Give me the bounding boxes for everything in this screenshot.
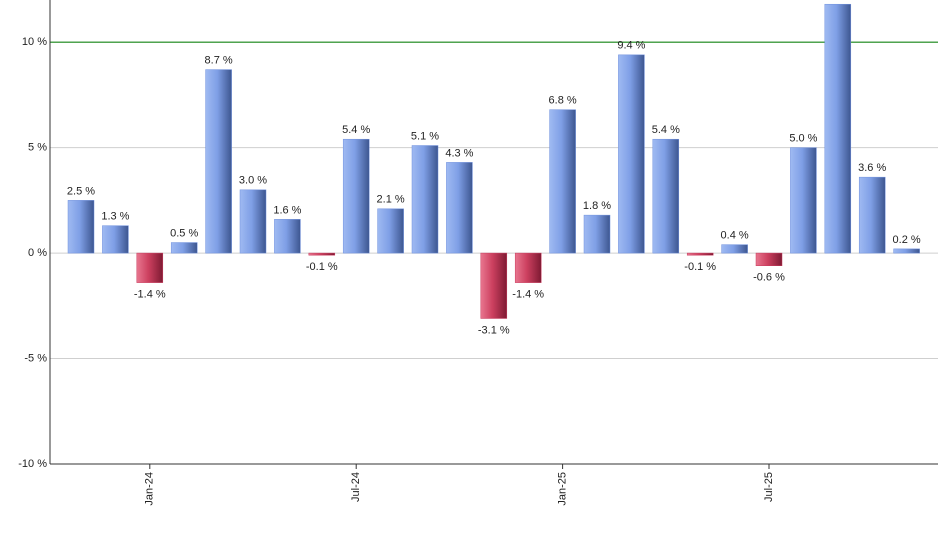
- value-label: 2.1 %: [377, 194, 405, 206]
- y-tick-label: -5 %: [24, 352, 47, 364]
- value-label: 11.8 %: [821, 0, 855, 1]
- value-label: 1.8 %: [583, 200, 611, 212]
- value-label: 8.7 %: [205, 55, 233, 67]
- value-label: -0.1 %: [306, 261, 338, 273]
- value-label: 0.4 %: [721, 230, 749, 242]
- bar: [102, 225, 129, 254]
- bar: [411, 145, 439, 254]
- bar: [893, 248, 920, 254]
- value-label: 3.0 %: [239, 175, 267, 187]
- value-label: 4.3 %: [445, 147, 473, 159]
- value-label: -1.4 %: [512, 289, 544, 301]
- bar: [308, 252, 336, 256]
- bar: [514, 252, 542, 283]
- value-label: -3.1 %: [478, 324, 510, 336]
- bar: [170, 242, 198, 254]
- value-label: 1.6 %: [273, 204, 301, 216]
- value-label: 0.2 %: [893, 234, 921, 246]
- bar: [549, 109, 576, 254]
- value-label: 3.6 %: [858, 162, 886, 174]
- bar: [686, 252, 714, 256]
- value-label: 1.3 %: [101, 211, 129, 223]
- bar: [67, 200, 95, 254]
- value-label: -0.6 %: [753, 272, 785, 284]
- bar: [755, 252, 783, 266]
- value-label: 2.5 %: [67, 185, 95, 197]
- x-tick-label: Jul-25: [763, 472, 775, 502]
- value-label: 6.8 %: [549, 95, 577, 107]
- bar: [446, 162, 473, 254]
- bar: [136, 252, 164, 283]
- bar: [652, 138, 680, 254]
- y-tick-label: 5 %: [28, 142, 47, 154]
- bar: [377, 208, 404, 254]
- value-label: 0.5 %: [170, 227, 198, 239]
- bar: [824, 3, 852, 254]
- y-tick-label: 0 %: [28, 247, 47, 259]
- value-label: -1.4 %: [134, 289, 166, 301]
- bar: [205, 69, 232, 254]
- bar: [583, 214, 611, 254]
- value-label: 5.1 %: [411, 130, 439, 142]
- bar: [480, 252, 508, 319]
- value-label: -0.1 %: [684, 261, 716, 273]
- bar: [618, 54, 645, 254]
- bar: [342, 138, 370, 254]
- x-tick-label: Jan-25: [557, 472, 569, 506]
- bar: [239, 189, 267, 254]
- x-tick-label: Jan-24: [144, 472, 156, 506]
- value-label: 5.4 %: [342, 124, 370, 136]
- x-tick-label: Jul-24: [350, 472, 362, 502]
- bar: [721, 244, 748, 254]
- y-tick-label: 10 %: [22, 36, 47, 48]
- y-tick-label: -10 %: [18, 458, 47, 470]
- value-label: 5.0 %: [789, 133, 817, 145]
- bar: [274, 219, 301, 254]
- bar: [858, 176, 886, 254]
- value-label: 5.4 %: [652, 124, 680, 136]
- bar: [790, 147, 817, 254]
- value-label: 9.4 %: [617, 40, 645, 52]
